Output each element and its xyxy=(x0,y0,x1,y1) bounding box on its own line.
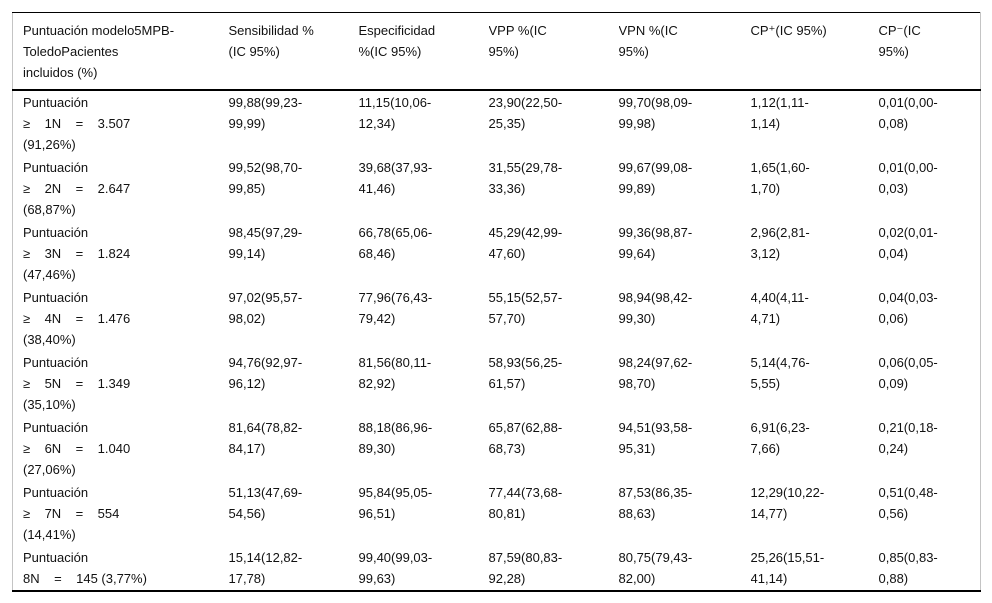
cell-cp-pos: 6,91(6,23- 7,66) xyxy=(750,420,810,456)
cell-cp-neg: 0,85(0,83- 0,88) xyxy=(878,550,938,586)
cell-vpp: 45,29(42,99- 47,60) xyxy=(488,225,563,261)
table-row: Puntuación ≥ 2N = 2.647 (68,87%) 99,52(98… xyxy=(13,156,981,221)
cell-sensibilidad: 99,88(99,23- 99,99) xyxy=(228,95,303,131)
row-label: Puntuación 8N = 145 (3,77%) xyxy=(23,550,147,586)
cell-especificidad: 11,15(10,06- 12,34) xyxy=(358,95,432,131)
cell-vpp: 23,90(22,50- 25,35) xyxy=(488,95,563,131)
cell-vpp: 77,44(73,68- 80,81) xyxy=(488,485,563,521)
col-header-especificidad: Especificidad %(IC 95%) xyxy=(358,12,489,91)
cell-cp-pos: 4,40(4,11- 4,71) xyxy=(750,290,809,326)
row-label: Puntuación ≥ 2N = 2.647 (68,87%) xyxy=(23,160,131,217)
cell-especificidad: 77,96(76,43- 79,42) xyxy=(358,290,433,326)
col-header-vpn: VPN %(IC 95%) xyxy=(618,12,751,91)
cell-especificidad: 39,68(37,93- 41,46) xyxy=(358,160,433,196)
cell-sensibilidad: 81,64(78,82- 84,17) xyxy=(228,420,303,456)
table-row: Puntuación ≥ 5N = 1.349 (35,10%) 94,76(92… xyxy=(13,351,981,416)
cell-sensibilidad: 98,45(97,29- 99,14) xyxy=(228,225,303,261)
cell-especificidad: 66,78(65,06- 68,46) xyxy=(358,225,433,261)
cell-cp-pos: 5,14(4,76- 5,55) xyxy=(750,355,810,391)
cell-vpn: 87,53(86,35- 88,63) xyxy=(618,485,693,521)
cell-cp-pos: 2,96(2,81- 3,12) xyxy=(750,225,810,261)
cell-vpn: 99,36(98,87- 99,64) xyxy=(618,225,693,261)
cell-vpn: 99,70(98,09- 99,98) xyxy=(618,95,693,131)
cell-sensibilidad: 51,13(47,69- 54,56) xyxy=(228,485,303,521)
cell-cp-neg: 0,01(0,00- 0,03) xyxy=(878,160,938,196)
table-row: Puntuación ≥ 6N = 1.040 (27,06%) 81,64(78… xyxy=(13,416,981,481)
cell-cp-neg: 0,51(0,48- 0,56) xyxy=(878,485,938,521)
cell-vpp: 55,15(52,57- 57,70) xyxy=(488,290,563,326)
cell-sensibilidad: 15,14(12,82- 17,78) xyxy=(228,550,303,586)
cell-vpp: 65,87(62,88- 68,73) xyxy=(488,420,563,456)
cell-vpn: 98,94(98,42- 99,30) xyxy=(618,290,693,326)
cell-especificidad: 81,56(80,11- 82,92) xyxy=(358,355,432,391)
table-row: Puntuación ≥ 7N = 554 (14,41%) 51,13(47,6… xyxy=(13,481,981,546)
cell-cp-neg: 0,06(0,05- 0,09) xyxy=(878,355,938,391)
cell-cp-pos: 25,26(15,51- 41,14) xyxy=(750,550,825,586)
col-header-cp-pos: CP⁺(IC 95%) xyxy=(750,12,879,91)
cell-especificidad: 95,84(95,05- 96,51) xyxy=(358,485,433,521)
row-label: Puntuación ≥ 3N = 1.824 (47,46%) xyxy=(23,225,131,282)
col-header-sensibilidad: Sensibilidad % (IC 95%) xyxy=(228,12,359,91)
diagnostic-performance-table: Puntuación modelo5MPB- ToledoPacientes i… xyxy=(12,12,981,592)
col-header-cp-neg: CP⁻(IC 95%) xyxy=(878,12,981,91)
col-header-vpp: VPP %(IC 95%) xyxy=(488,12,619,91)
cell-vpn: 80,75(79,43- 82,00) xyxy=(618,550,693,586)
cell-vpp: 87,59(80,83- 92,28) xyxy=(488,550,563,586)
cell-vpn: 94,51(93,58- 95,31) xyxy=(618,420,693,456)
cell-cp-pos: 12,29(10,22- 14,77) xyxy=(750,485,825,521)
cell-especificidad: 88,18(86,96- 89,30) xyxy=(358,420,433,456)
cell-especificidad: 99,40(99,03- 99,63) xyxy=(358,550,433,586)
table-row: Puntuación ≥ 3N = 1.824 (47,46%) 98,45(97… xyxy=(13,221,981,286)
cell-vpp: 58,93(56,25- 61,57) xyxy=(488,355,563,391)
table-row: Puntuación ≥ 4N = 1.476 (38,40%) 97,02(95… xyxy=(13,286,981,351)
row-label: Puntuación ≥ 1N = 3.507 (91,26%) xyxy=(23,95,131,152)
table-row: Puntuación ≥ 1N = 3.507 (91,26%) 99,88(99… xyxy=(13,90,981,156)
row-label: Puntuación ≥ 6N = 1.040 (27,06%) xyxy=(23,420,131,477)
cell-cp-neg: 0,21(0,18- 0,24) xyxy=(878,420,938,456)
cell-sensibilidad: 97,02(95,57- 98,02) xyxy=(228,290,303,326)
col-header-puntuacion: Puntuación modelo5MPB- ToledoPacientes i… xyxy=(12,12,229,91)
cell-sensibilidad: 94,76(92,97- 96,12) xyxy=(228,355,303,391)
cell-vpn: 98,24(97,62- 98,70) xyxy=(618,355,693,391)
cell-sensibilidad: 99,52(98,70- 99,85) xyxy=(228,160,303,196)
cell-vpn: 99,67(99,08- 99,89) xyxy=(618,160,693,196)
table-body: Puntuación ≥ 1N = 3.507 (91,26%) 99,88(99… xyxy=(13,90,981,591)
table-header-row: Puntuación modelo5MPB- ToledoPacientes i… xyxy=(12,12,981,91)
cell-cp-neg: 0,02(0,01- 0,04) xyxy=(878,225,938,261)
cell-vpp: 31,55(29,78- 33,36) xyxy=(488,160,563,196)
cell-cp-neg: 0,04(0,03- 0,06) xyxy=(878,290,938,326)
cell-cp-pos: 1,12(1,11- 1,14) xyxy=(750,95,809,131)
row-label: Puntuación ≥ 4N = 1.476 (38,40%) xyxy=(23,290,131,347)
cell-cp-neg: 0,01(0,00- 0,08) xyxy=(878,95,938,131)
row-label: Puntuación ≥ 7N = 554 (14,41%) xyxy=(23,485,120,542)
table-row: Puntuación 8N = 145 (3,77%) 15,14(12,82- … xyxy=(13,546,981,591)
row-label: Puntuación ≥ 5N = 1.349 (35,10%) xyxy=(23,355,131,412)
cell-cp-pos: 1,65(1,60- 1,70) xyxy=(750,160,810,196)
